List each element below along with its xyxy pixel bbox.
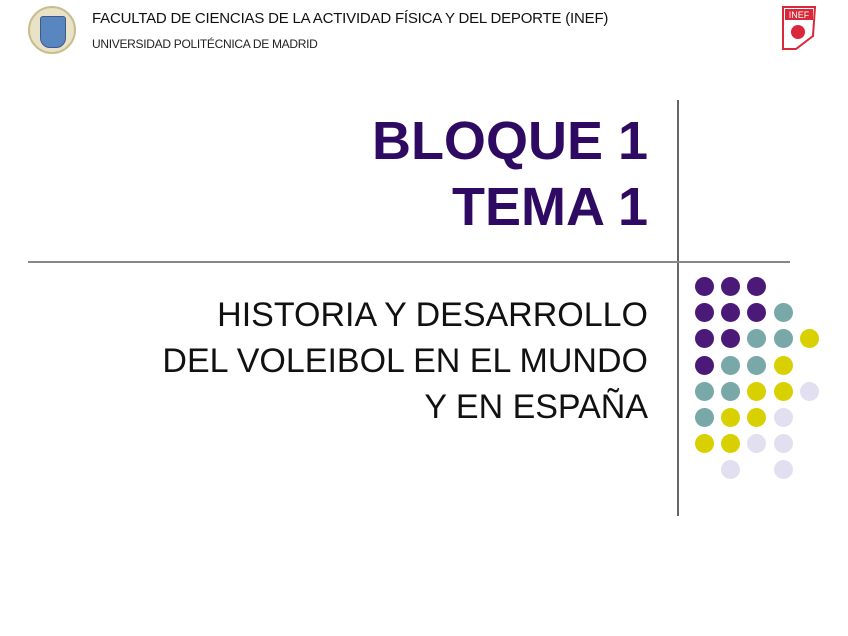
decorative-dot xyxy=(773,460,793,480)
decorative-dot xyxy=(747,355,767,375)
decorative-dot xyxy=(695,408,714,427)
decorative-dot xyxy=(721,381,741,401)
subtitle-line-3: Y EN ESPAÑA xyxy=(424,388,648,426)
decorative-dot xyxy=(773,303,793,323)
slide-title: BLOQUE 1 TEMA 1 xyxy=(372,108,648,240)
decorative-dot xyxy=(695,303,714,323)
inef-logo: INEF xyxy=(782,6,816,50)
decorative-dot xyxy=(747,381,767,401)
decorative-dot xyxy=(721,329,741,349)
decorative-dot xyxy=(747,408,767,427)
decorative-dot xyxy=(747,277,767,296)
decorative-dot xyxy=(773,381,793,401)
decorative-dot xyxy=(695,355,714,375)
title-line-1: BLOQUE 1 xyxy=(371,111,648,171)
decorative-dot xyxy=(799,381,819,401)
decorative-dot xyxy=(721,460,741,480)
decorative-dot xyxy=(721,355,741,375)
decorative-dot xyxy=(695,329,714,349)
decorative-dot xyxy=(695,434,714,454)
svg-text:INEF: INEF xyxy=(789,10,810,20)
upm-seal-logo xyxy=(28,6,76,54)
horizontal-divider xyxy=(28,261,790,263)
decorative-dot xyxy=(747,303,767,323)
slide-subtitle: HISTORIA Y DESARROLLO DEL VOLEIBOL EN EL… xyxy=(162,292,648,430)
vertical-divider xyxy=(677,100,679,516)
university-name: UNIVERSIDAD POLITÉCNICA DE MADRID xyxy=(92,37,318,51)
decorative-dot xyxy=(773,434,793,454)
decorative-dot xyxy=(721,303,741,323)
decorative-dot xyxy=(773,408,793,427)
decorative-dot xyxy=(721,277,741,296)
decorative-dot xyxy=(799,329,819,349)
decorative-dot xyxy=(695,277,714,296)
decorative-dot xyxy=(721,408,741,427)
decorative-dot xyxy=(747,434,767,454)
decorative-dot xyxy=(695,381,714,401)
decorative-dot xyxy=(773,355,793,375)
decorative-dot xyxy=(721,434,741,454)
subtitle-line-2: DEL VOLEIBOL EN EL MUNDO xyxy=(162,342,648,380)
title-line-2: TEMA 1 xyxy=(451,177,648,237)
faculty-name: FACULTAD DE CIENCIAS DE LA ACTIVIDAD FÍS… xyxy=(92,10,609,27)
decorative-dot xyxy=(773,329,793,349)
subtitle-line-1: HISTORIA Y DESARROLLO xyxy=(217,296,648,334)
decorative-dot xyxy=(747,329,767,349)
